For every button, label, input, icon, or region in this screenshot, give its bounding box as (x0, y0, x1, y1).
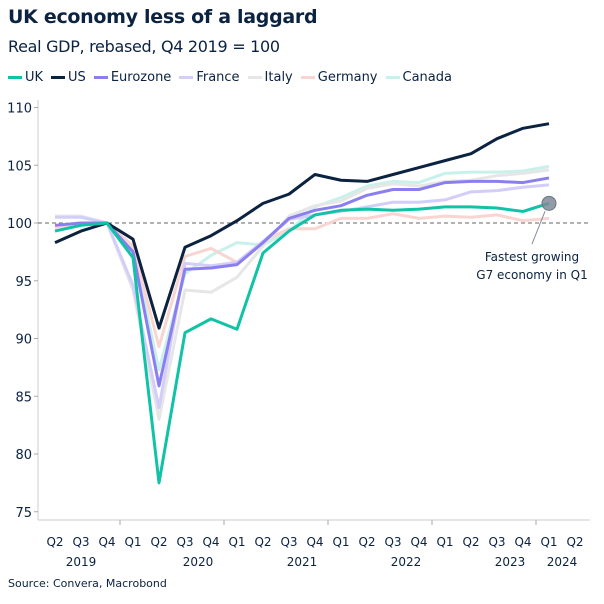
x-tick-label: Q2 (462, 535, 479, 549)
legend-item-italy: Italy (247, 70, 293, 85)
legend-item-uk: UK (8, 70, 43, 85)
y-tick-label: 85 (15, 390, 32, 405)
x-tick-label: Q1 (124, 535, 141, 549)
x-tick-label: Q2 (46, 535, 63, 549)
x-year-label: 2021 (287, 555, 318, 569)
y-tick-label: 95 (15, 275, 32, 290)
source-note: Source: Convera, Macrobond (8, 577, 167, 590)
x-tick-label: Q3 (280, 535, 297, 549)
legend-label: Canada (402, 70, 452, 85)
x-tick-label: Q3 (176, 535, 193, 549)
x-tick-label: Q3 (488, 535, 505, 549)
x-tick-label: Q2 (358, 535, 375, 549)
x-tick-label: Q4 (306, 535, 323, 549)
x-tick-label: Q4 (410, 535, 427, 549)
legend-item-eurozone: Eurozone (93, 70, 172, 85)
series-line-uk (54, 201, 550, 485)
x-year-label: 2020 (183, 555, 214, 569)
annotation-text: G7 economy in Q1 (476, 268, 587, 282)
x-tick-label: Q1 (228, 535, 245, 549)
x-tick-label: Q1 (332, 535, 349, 549)
legend-swatch (179, 76, 194, 79)
legend-swatch (8, 76, 22, 79)
x-year-label: 2023 (495, 555, 526, 569)
series-line-canada (54, 164, 550, 372)
legend-swatch (51, 76, 66, 79)
x-year-label: 2022 (391, 555, 422, 569)
legend-item-france: France (179, 70, 240, 85)
chart-subtitle: Real GDP, rebased, Q4 2019 = 100 (8, 37, 280, 56)
legend-swatch (247, 76, 262, 79)
annotation-text: Fastest growing (485, 250, 579, 264)
y-tick-label: 110 (7, 102, 32, 117)
y-tick-label: 80 (15, 448, 32, 463)
x-tick-label: Q1 (540, 535, 557, 549)
legend-swatch (385, 76, 400, 79)
legend-label: France (196, 70, 240, 85)
legend-label: UK (25, 70, 44, 85)
legend-label: Germany (317, 70, 378, 85)
x-tick-label: Q4 (98, 535, 115, 549)
series-line-eurozone (54, 176, 550, 388)
x-tick-label: Q2 (150, 535, 167, 549)
legend-item-canada: Canada (385, 70, 452, 85)
x-tick-label: Q3 (72, 535, 89, 549)
y-tick-label: 105 (7, 159, 32, 174)
annotation-pointer (531, 211, 546, 245)
legend-item-us: US (51, 70, 86, 85)
series-line-germany (54, 212, 550, 349)
x-year-label: 2024 (547, 555, 578, 569)
x-tick-label: Q3 (384, 535, 401, 549)
legend-label: US (68, 70, 86, 85)
x-year-label: 2019 (66, 555, 97, 569)
x-tick-label: Q2 (566, 535, 583, 549)
legend-item-germany: Germany (300, 70, 378, 85)
y-tick-label: 75 (15, 506, 32, 521)
legend: UK US Eurozone France Italy Germany Canada (8, 70, 452, 85)
legend-label: Eurozone (110, 70, 172, 85)
annotation-marker (541, 195, 557, 211)
x-tick-label: Q2 (254, 535, 271, 549)
x-tick-label: Q4 (514, 535, 531, 549)
x-tick-label: Q1 (436, 535, 453, 549)
x-tick-label: Q4 (202, 535, 219, 549)
y-tick-label: 90 (15, 333, 32, 348)
y-tick-label: 100 (7, 217, 32, 232)
chart-title: UK economy less of a laggard (8, 6, 318, 28)
legend-swatch (93, 76, 108, 79)
series-line-us (54, 122, 550, 330)
legend-swatch (300, 76, 315, 79)
legend-label: Italy (264, 70, 293, 85)
